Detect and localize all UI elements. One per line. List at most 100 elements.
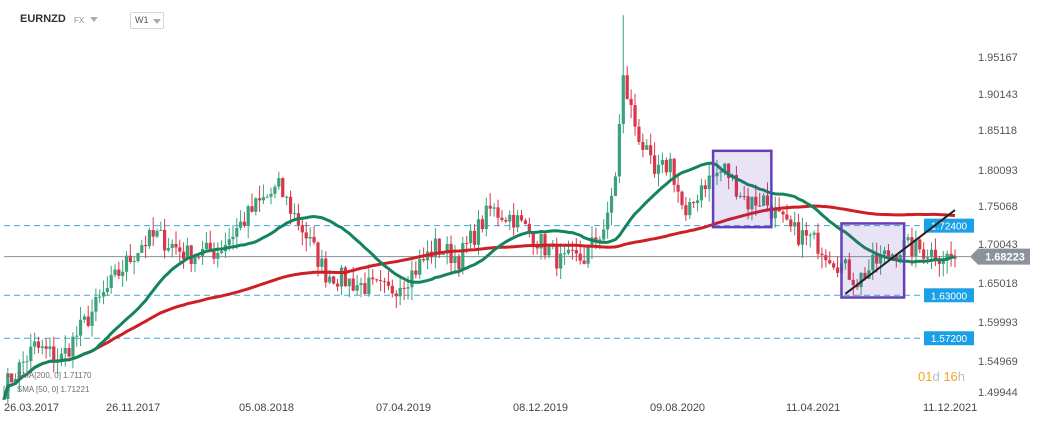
candle <box>949 241 953 267</box>
candle <box>170 239 174 258</box>
support-resistance-lines: 1.72400 1.63000 1.57200 <box>4 218 974 346</box>
symbol-label[interactable]: EURNZD <box>20 13 66 25</box>
close-icon[interactable]: × <box>6 385 11 394</box>
candle <box>637 119 641 145</box>
candle <box>547 245 551 259</box>
candle <box>590 225 594 259</box>
x-tick-label: 11.04.2021 <box>786 402 840 414</box>
candle <box>664 157 668 176</box>
y-tick-label: 1.70043 <box>978 239 1018 251</box>
annotations <box>711 149 956 299</box>
candle <box>292 203 297 221</box>
candle <box>566 240 571 255</box>
candle <box>742 185 746 201</box>
candle <box>906 233 910 244</box>
y-tick-label: 1.80093 <box>978 165 1018 177</box>
candle <box>410 260 414 301</box>
candle <box>500 210 504 223</box>
candle <box>828 251 832 265</box>
candle-timer: 01d 16h <box>918 369 965 384</box>
candle <box>433 228 437 269</box>
candle <box>101 280 106 305</box>
candle <box>40 339 44 355</box>
candle <box>707 163 711 202</box>
candle <box>258 185 262 212</box>
y-tick-label: 1.65018 <box>978 278 1018 290</box>
candle <box>246 204 250 239</box>
candle <box>832 260 836 270</box>
level-label: 1.57200 <box>931 334 968 345</box>
candle <box>692 201 696 209</box>
candle <box>875 242 879 273</box>
candle <box>882 246 887 264</box>
candle <box>144 235 148 259</box>
sma50-line <box>2 161 956 400</box>
legend-sma50-text: SMA [50, 0] 1.71221 <box>16 385 90 394</box>
highlight-box[interactable] <box>711 149 773 229</box>
candle <box>44 338 48 359</box>
x-tick-label: 11.12.2021 <box>923 402 977 414</box>
candle <box>343 265 347 287</box>
candle <box>379 270 383 292</box>
candle <box>204 231 208 253</box>
candle <box>738 192 742 199</box>
candle <box>277 171 281 190</box>
candle <box>300 216 304 246</box>
x-tick-label: 09.08.2020 <box>650 402 705 414</box>
y-tick-label: 1.59993 <box>978 317 1018 329</box>
candle <box>320 249 324 273</box>
axes: 1.49944 1.54969 1.59993 1.65018 1.70043 1.750… <box>4 52 1018 414</box>
candle <box>602 219 606 242</box>
candle <box>308 227 312 247</box>
candle <box>699 178 704 208</box>
candle <box>25 355 29 374</box>
candle <box>820 247 824 269</box>
timeframe-select[interactable]: W1 <box>130 12 164 29</box>
candle <box>812 230 816 240</box>
y-tick-label: 1.49944 <box>978 387 1018 399</box>
candle <box>94 288 98 322</box>
candle <box>688 197 692 220</box>
candle <box>609 188 614 226</box>
candle <box>523 218 528 225</box>
candle <box>516 210 520 233</box>
candle <box>816 223 820 260</box>
candle <box>155 228 159 239</box>
candle <box>886 244 891 257</box>
highlight-box[interactable] <box>840 222 906 299</box>
legend-sma200[interactable]: × SMA[200, 0] 1.71170 <box>6 371 91 380</box>
candle <box>159 221 163 232</box>
candle <box>296 203 300 231</box>
timer-hours-unit: h <box>957 369 966 384</box>
candle <box>484 197 488 237</box>
candle <box>789 215 793 232</box>
candle <box>140 239 144 254</box>
candle <box>223 232 227 258</box>
trend-line[interactable] <box>844 209 956 295</box>
market-dropdown-icon[interactable] <box>90 17 98 22</box>
y-tick-label: 1.90143 <box>978 89 1018 101</box>
candle <box>649 133 653 165</box>
timeframe-value: W1 <box>135 15 149 25</box>
candle <box>59 347 64 366</box>
candle <box>235 218 239 249</box>
candle <box>212 242 216 265</box>
candle <box>208 230 212 253</box>
legend-sma50[interactable]: × SMA [50, 0] 1.71221 <box>6 385 89 394</box>
candle <box>762 193 766 207</box>
candle <box>453 245 457 274</box>
candle <box>800 217 805 259</box>
candle <box>508 210 512 230</box>
candlesticks <box>2 15 957 404</box>
candle <box>796 213 801 247</box>
candle <box>285 195 289 206</box>
chevron-down-icon <box>153 19 161 24</box>
candle <box>680 190 684 210</box>
candle <box>808 232 812 248</box>
x-tick-label: 05.08.2018 <box>239 402 294 414</box>
candle <box>29 333 33 372</box>
candle <box>220 240 224 255</box>
candle <box>339 264 344 296</box>
close-icon[interactable]: × <box>6 371 11 380</box>
